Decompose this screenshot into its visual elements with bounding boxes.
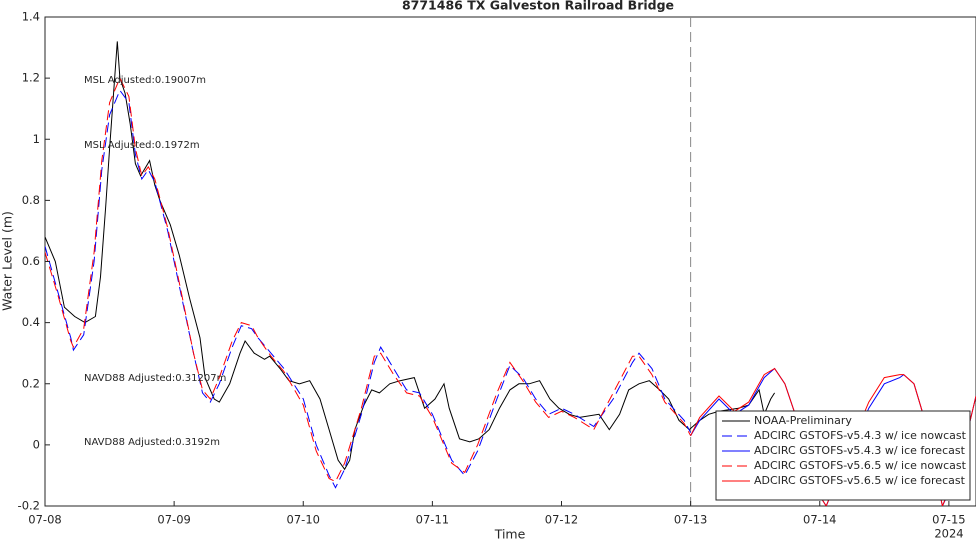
x-tick-label: 07-12 [545, 513, 578, 527]
series-line [45, 76, 692, 483]
series-line [45, 89, 692, 489]
series-line [45, 41, 776, 471]
annotation: NAVD88 Adjusted:0.3192m [84, 437, 220, 448]
legend-label: NOAA-Preliminary [754, 414, 852, 427]
lines [45, 17, 976, 506]
y-tick-label: 1.4 [22, 10, 40, 24]
y-tick-label: -0.2 [18, 499, 40, 513]
y-tick-label: 0.2 [22, 376, 40, 390]
x-tick-label: 07-10 [287, 513, 320, 527]
y-tick-label: 0.8 [22, 193, 40, 207]
legend-label: ADCIRC GSTOFS-v5.4.3 w/ ice forecast [754, 444, 966, 457]
y-tick-label: 0.4 [22, 315, 40, 329]
y-tick-label: 0 [33, 437, 40, 451]
annotation: NAVD88 Adjusted:0.31207m [84, 373, 226, 384]
x-tick-label: 07-11 [416, 513, 449, 527]
y-tick-label: 1 [33, 132, 40, 146]
annotation: MSL Adjusted:0.1972m [84, 140, 200, 151]
y-tick-label: 0.6 [22, 254, 40, 268]
annotation: MSL Adjusted:0.19007m [84, 75, 206, 86]
x-tick-label: 07-08 [28, 513, 61, 527]
chart-title: 8771486 TX Galveston Railroad Bridge [402, 0, 674, 13]
x-tick-label: 07-13 [674, 513, 707, 527]
legend-label: ADCIRC GSTOFS-v5.6.5 w/ ice nowcast [754, 459, 967, 472]
x-year-label: 2024 [934, 527, 963, 541]
x-tick-label: 07-09 [157, 513, 190, 527]
y-tick-label: 1.2 [22, 71, 40, 85]
legend-label: ADCIRC GSTOFS-v5.6.5 w/ ice forecast [754, 474, 966, 487]
legend-label: ADCIRC GSTOFS-v5.4.3 w/ ice nowcast [754, 429, 967, 442]
x-tick-label: 07-15 [932, 513, 965, 527]
x-tick-label: 07-14 [803, 513, 836, 527]
x-axis-label: Time [494, 527, 526, 541]
legend-box [715, 410, 971, 501]
y-axis-label: Water Level (m) [0, 211, 15, 311]
